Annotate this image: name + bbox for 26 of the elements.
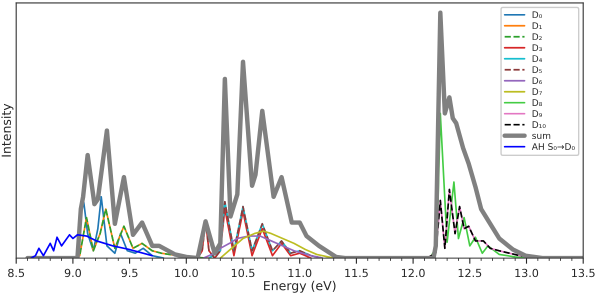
legend-label: D₆ <box>532 77 542 84</box>
x-tick-label: 9.0 <box>64 268 81 278</box>
x-tick-label: 11.0 <box>288 268 312 278</box>
legend-label: D₂ <box>532 33 542 40</box>
x-tick-label: 13.5 <box>572 268 595 278</box>
legend-label: D₁ <box>532 22 542 29</box>
x-tick-label: 12.0 <box>402 268 425 278</box>
legend-label: D₄ <box>532 55 542 62</box>
legend-label: D₉ <box>532 110 542 117</box>
legend-label: D₀ <box>532 11 542 18</box>
x-tick-label: 13.0 <box>515 268 538 278</box>
x-tick-label: 9.5 <box>121 268 138 278</box>
legend-label: D₅ <box>532 66 542 74</box>
legend-label: D₇ <box>532 88 542 95</box>
x-axis-title: Energy (eV) <box>264 280 336 293</box>
x-tick-label: 8.5 <box>8 268 24 278</box>
legend-label: sum <box>532 134 550 139</box>
y-axis-title: Intensity <box>1 104 14 157</box>
legend-label: D₃ <box>532 44 542 52</box>
legend-label: AH S₀→D₀ <box>532 143 575 150</box>
legend-label: D₁₀ <box>532 121 546 128</box>
x-tick-label: 10.5 <box>232 268 254 278</box>
x-tick-label: 10.0 <box>175 268 198 278</box>
x-tick-label: 12.5 <box>458 268 482 278</box>
legend-label: D₈ <box>532 99 542 106</box>
x-tick-label: 11.5 <box>345 268 368 278</box>
